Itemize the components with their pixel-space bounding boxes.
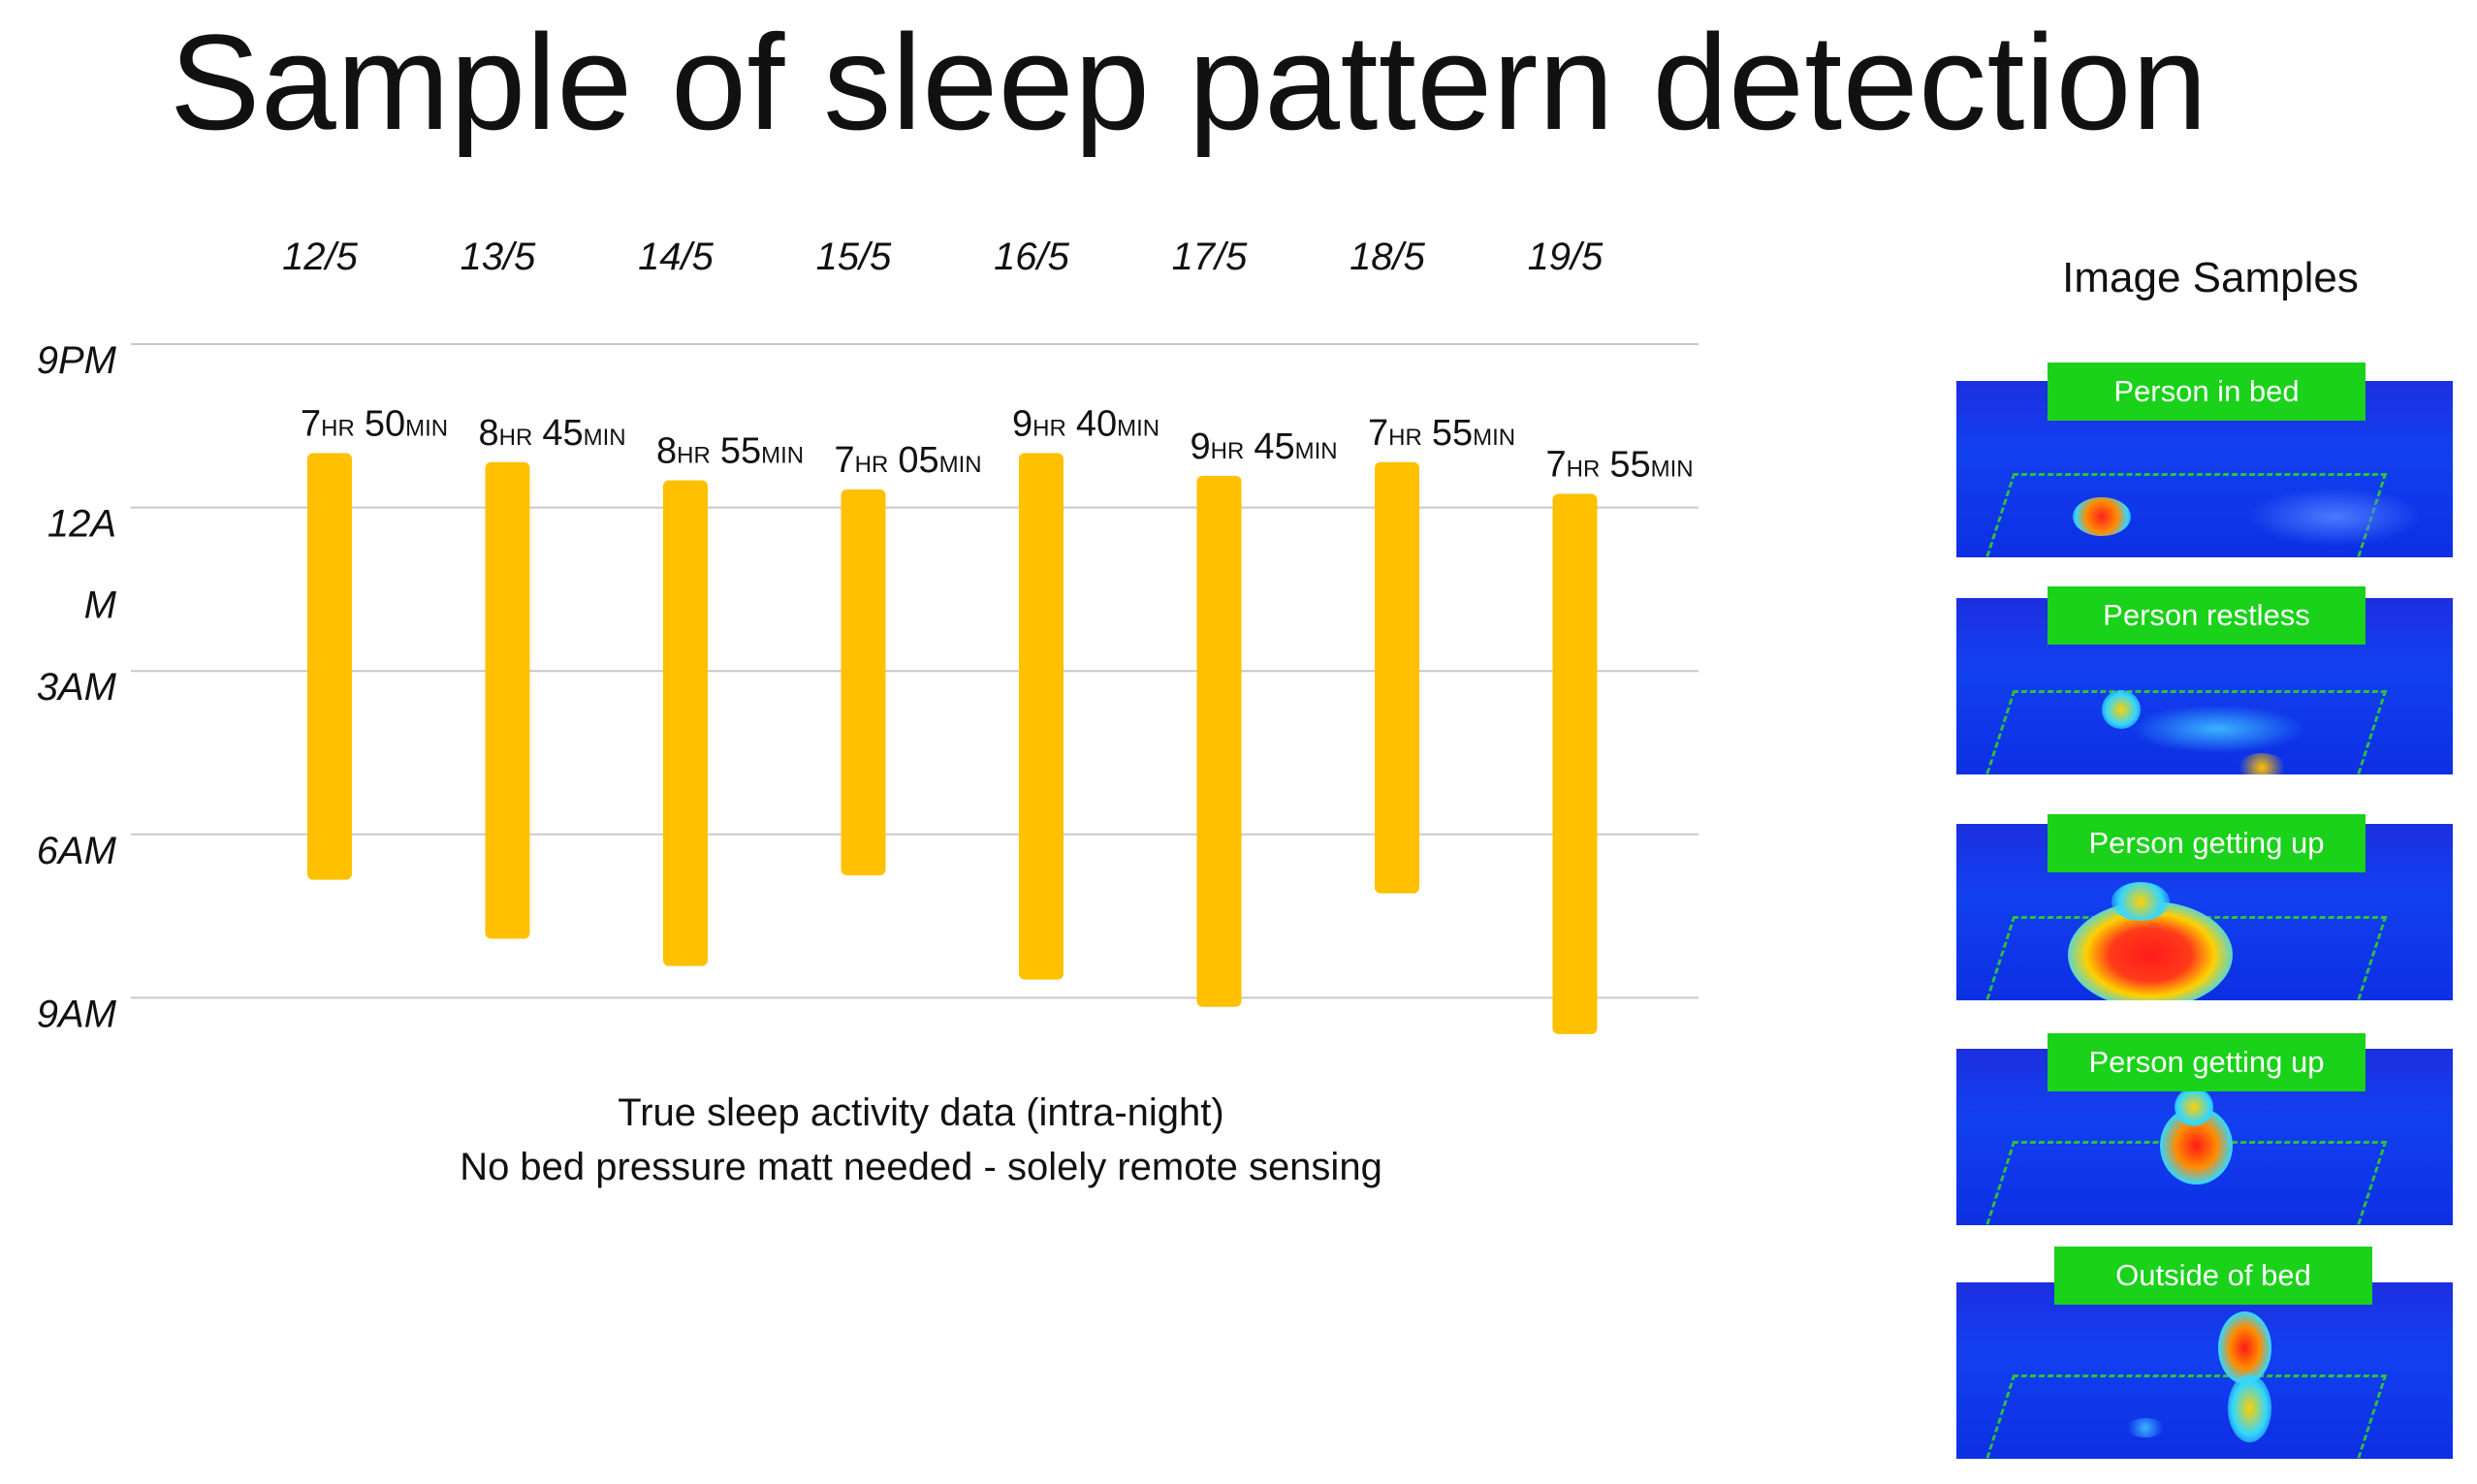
sleep-bar — [1019, 453, 1064, 980]
sample-label-4: Person getting up — [2048, 1033, 2366, 1091]
y-tick-label: 9AM — [37, 993, 117, 1035]
caption-line-2: No bed pressure matt needed - solely rem… — [460, 1146, 1382, 1188]
sleep-chart: 9PM 12A M 3AM 6AM 9AM 12/5 13/5 14/5 15/5 16/5 17/… — [37, 236, 1699, 1035]
x-axis-dates: 12/5 13/5 14/5 15/5 16/5 17/5 18/5 19/5 — [282, 236, 1604, 278]
sleep-bars — [307, 453, 1598, 1034]
slide-title: Sample of sleep pattern detection — [170, 6, 2208, 158]
y-tick-label: 3AM — [37, 666, 117, 709]
duration-label: 7HR 05MIN — [835, 440, 982, 481]
x-date-label: 17/5 — [1172, 236, 1249, 278]
x-date-label: 19/5 — [1528, 236, 1604, 278]
x-date-label: 18/5 — [1350, 236, 1426, 278]
duration-label: 9HR 40MIN — [1012, 403, 1159, 444]
sample-label-3: Person getting up — [2048, 814, 2366, 872]
duration-label: 7HR 50MIN — [301, 403, 448, 444]
x-date-label: 15/5 — [816, 236, 893, 278]
duration-label: 8HR 55MIN — [656, 431, 804, 472]
sleep-bar — [307, 453, 352, 880]
chart-caption: True sleep activity data (intra-night) N… — [388, 1086, 1454, 1194]
sleep-bar — [485, 461, 530, 939]
sample-label-5: Outside of bed — [2054, 1247, 2372, 1305]
sample-image-person-getting-up-1 — [1956, 824, 2453, 1000]
sample-label-1: Person in bed — [2048, 363, 2366, 421]
sleep-bar — [1196, 475, 1242, 1007]
y-tick-label: 9PM — [37, 339, 117, 382]
sleep-bar — [841, 489, 886, 875]
x-date-label: 12/5 — [282, 236, 359, 278]
y-tick-label: 12A M — [48, 503, 117, 627]
image-samples-title: Image Samples — [2062, 254, 2359, 301]
y-tick-label: 6AM — [37, 830, 117, 872]
grid-lines — [131, 343, 1699, 999]
x-date-label: 13/5 — [460, 236, 537, 278]
x-date-label: 14/5 — [638, 236, 715, 278]
duration-label: 8HR 45MIN — [479, 413, 626, 454]
sleep-bar — [1552, 493, 1598, 1034]
y-axis-ticks: 9PM 12A M 3AM 6AM 9AM — [37, 339, 117, 1035]
sample-label-2: Person restless — [2048, 586, 2366, 645]
sleep-bar — [1375, 461, 1419, 894]
duration-labels: 7HR 50MIN 8HR 45MIN 8HR 55MIN 7HR 05MIN 9HR 40MIN… — [301, 403, 1694, 485]
caption-line-1: True sleep activity data (intra-night) — [618, 1091, 1224, 1134]
duration-label: 9HR 45MIN — [1191, 426, 1338, 467]
duration-label: 7HR 55MIN — [1546, 445, 1694, 486]
x-date-label: 16/5 — [994, 236, 1070, 278]
sample-image-outside-of-bed — [1956, 1282, 2453, 1459]
sleep-bar — [663, 480, 708, 966]
duration-label: 7HR 55MIN — [1368, 413, 1515, 454]
